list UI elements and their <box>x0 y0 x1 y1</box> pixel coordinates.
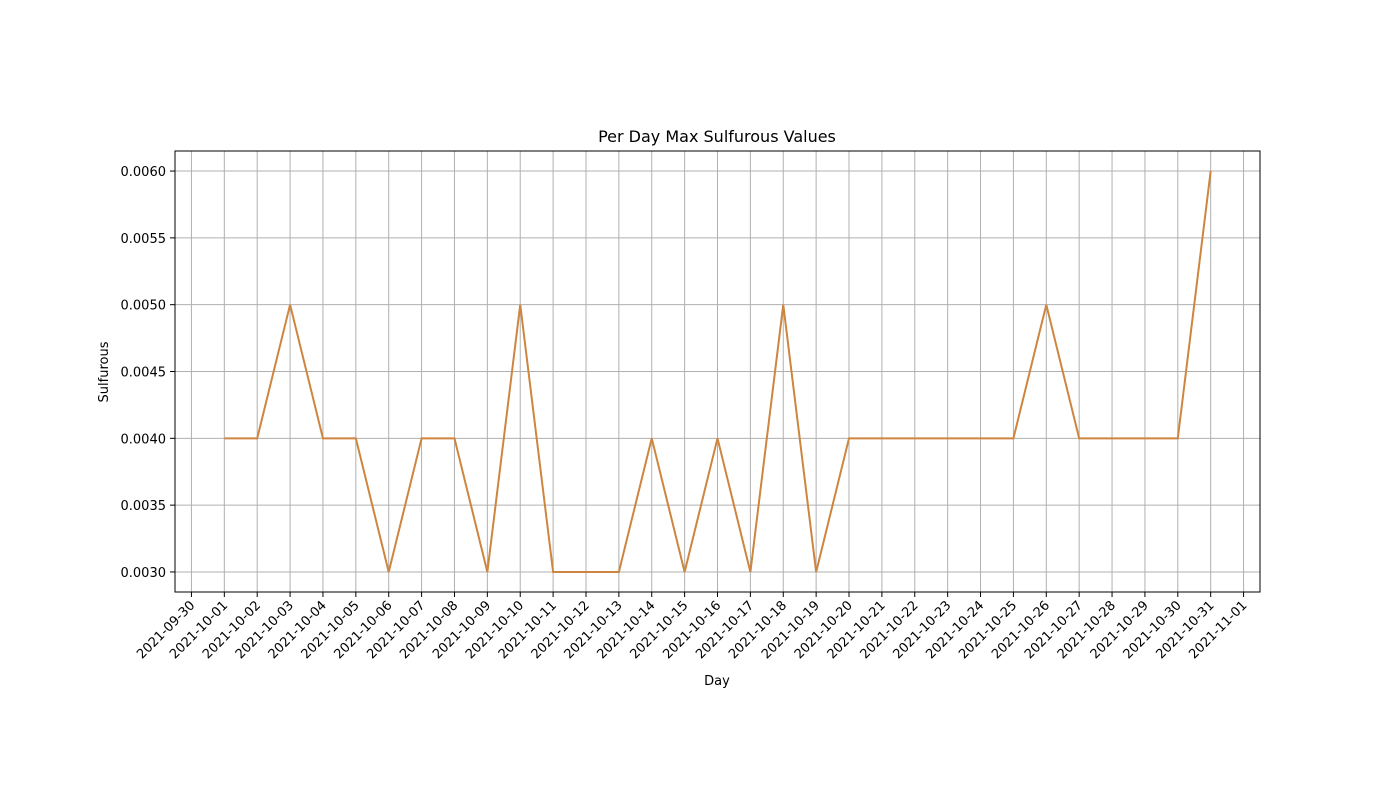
series-line <box>224 170 1212 573</box>
y-tick-label: 0.0040 <box>121 432 167 447</box>
y-axis-label: Sulfurous <box>97 341 112 402</box>
chart-title: Per Day Max Sulfurous Values <box>598 127 836 146</box>
y-tick-label: 0.0035 <box>121 499 167 514</box>
x-axis-label: Day <box>704 674 730 689</box>
y-tick-label: 0.0060 <box>121 165 167 180</box>
grid <box>175 151 1260 592</box>
series-layer <box>224 170 1212 573</box>
y-tick-label: 0.0030 <box>121 566 167 581</box>
x-axis: 2021-09-302021-10-012021-10-022021-10-03… <box>134 592 1250 662</box>
y-tick-label: 0.0055 <box>121 232 167 247</box>
y-tick-label: 0.0045 <box>121 366 167 381</box>
y-axis: 0.0030 0.0035 0.0040 0.0045 0.0050 0.0055 0.00… <box>121 165 175 581</box>
y-tick-label: 0.0050 <box>121 299 167 314</box>
